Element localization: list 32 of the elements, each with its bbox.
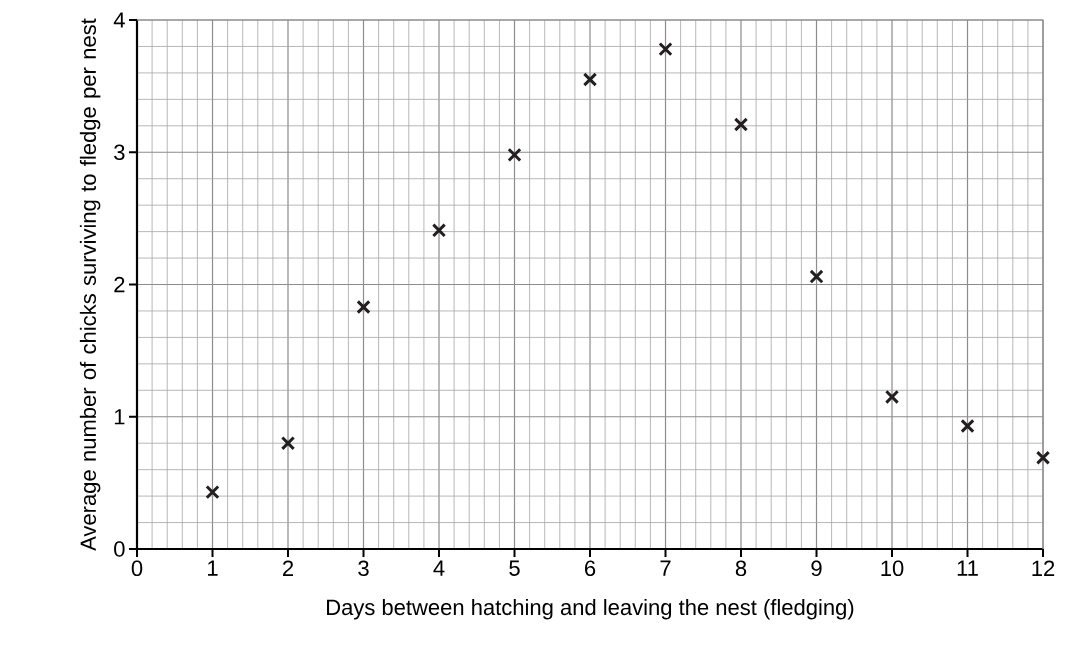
point [1035, 450, 1051, 465]
point [356, 299, 371, 315]
y-tick-label: 3 [114, 144, 125, 161]
x-tick-label: 4 [433, 560, 445, 576]
point [809, 269, 824, 284]
point [960, 418, 975, 434]
point [280, 436, 296, 451]
x-tick-label: 11 [957, 560, 978, 576]
x-tick-label: 1 [208, 560, 218, 576]
point [658, 41, 673, 57]
point [582, 72, 598, 87]
y-tick-label: 2 [114, 276, 125, 293]
x-tick-label: 5 [509, 560, 520, 576]
point [884, 389, 900, 405]
point [205, 484, 220, 500]
point [507, 147, 522, 163]
y-tick-label: 1 [114, 409, 125, 425]
x-tick-label: 10 [881, 560, 904, 577]
y-axis-title: Average number of chicks surviving to fledge per nest [79, 18, 101, 551]
x-tick-label: 3 [358, 560, 369, 577]
x-tick-label: 12 [1032, 560, 1055, 576]
x-axis-title: Days between hatching and leaving the nest (fledging) [327, 598, 854, 620]
x-tick-label: 6 [585, 560, 596, 577]
x-tick-label: 0 [131, 560, 143, 577]
point [431, 223, 447, 238]
x-tick-label: 9 [811, 560, 822, 577]
y-tick-label: 0 [114, 541, 125, 557]
x-tick-label: 8 [735, 560, 747, 577]
point [733, 117, 749, 132]
y-tick-label: 4 [113, 12, 125, 28]
x-tick-label: 2 [283, 560, 294, 576]
x-tick-label: 7 [660, 560, 671, 576]
